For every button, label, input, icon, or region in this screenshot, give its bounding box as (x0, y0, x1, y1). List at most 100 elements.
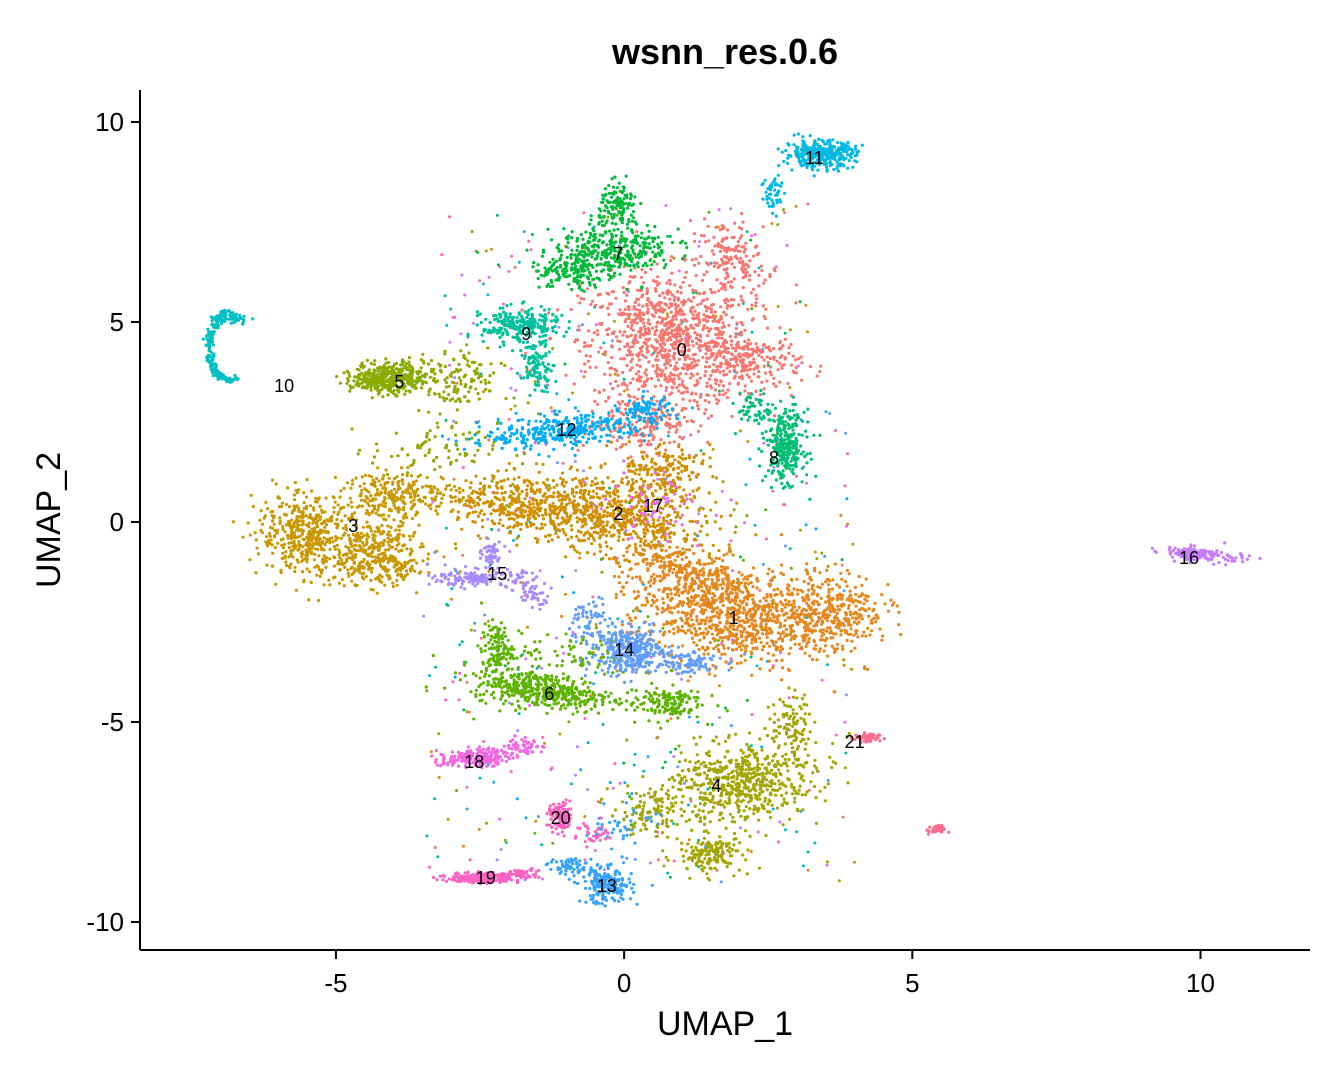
data-point (625, 353, 629, 357)
data-point (719, 514, 723, 519)
data-point (493, 495, 497, 499)
data-point (724, 276, 728, 280)
data-point (838, 585, 842, 589)
data-point (520, 308, 524, 312)
data-point (542, 517, 546, 521)
data-point (669, 588, 673, 592)
data-point (690, 419, 694, 423)
data-point (733, 530, 737, 535)
data-point (818, 433, 822, 437)
data-point (677, 582, 681, 587)
data-point (860, 583, 864, 588)
data-point (751, 627, 755, 631)
data-point (711, 607, 716, 611)
data-point (814, 643, 818, 648)
data-point (643, 587, 647, 592)
data-point (664, 389, 668, 392)
data-point (509, 386, 513, 390)
data-point (657, 588, 661, 592)
data-point (743, 328, 747, 332)
data-point (694, 392, 698, 396)
data-point (833, 562, 837, 566)
data-point (686, 327, 690, 331)
data-point (568, 467, 572, 471)
data-point (660, 328, 665, 332)
data-point (795, 474, 798, 478)
data-point (483, 501, 487, 505)
data-point (627, 435, 631, 439)
data-point (709, 414, 714, 418)
data-point (628, 489, 632, 493)
data-point (712, 345, 716, 349)
data-point (595, 515, 600, 519)
data-point (533, 517, 538, 521)
data-point (724, 260, 728, 264)
data-point (820, 582, 825, 586)
data-point (615, 669, 619, 673)
data-point (846, 606, 851, 610)
data-point (695, 372, 700, 376)
data-point (676, 610, 680, 614)
data-point (813, 841, 817, 845)
data-point (607, 414, 611, 418)
data-point (625, 518, 630, 523)
data-point (474, 474, 478, 478)
data-point (486, 517, 490, 521)
data-point (787, 696, 791, 700)
data-point (678, 516, 683, 520)
data-point (840, 558, 844, 562)
data-point (608, 491, 612, 495)
data-point (652, 426, 656, 430)
data-point (780, 593, 784, 598)
data-point (557, 325, 561, 329)
data-point (771, 653, 776, 657)
data-point (718, 364, 722, 368)
data-point (735, 628, 739, 632)
data-point (783, 337, 787, 341)
data-point (714, 627, 719, 631)
data-point (783, 605, 787, 609)
data-point (749, 291, 753, 295)
data-point (472, 717, 476, 721)
data-point (797, 605, 801, 610)
data-point (659, 542, 662, 546)
data-point (707, 400, 711, 404)
data-point (625, 856, 629, 860)
data-point (844, 524, 848, 528)
data-point (721, 330, 725, 334)
data-point (512, 477, 516, 481)
data-point (671, 461, 675, 465)
data-point (581, 443, 585, 447)
data-point (448, 215, 451, 219)
data-point (444, 526, 448, 530)
data-point (660, 338, 664, 342)
data-point (593, 525, 597, 530)
data-point (707, 210, 711, 214)
data-point (776, 631, 781, 635)
data-point (586, 741, 590, 745)
data-point (555, 392, 559, 396)
data-point (665, 281, 669, 285)
data-point (680, 677, 684, 681)
data-point (686, 591, 690, 595)
data-point (725, 578, 730, 582)
data-point (782, 503, 785, 507)
data-point (687, 573, 691, 577)
data-point (717, 392, 722, 397)
data-point (655, 530, 660, 534)
data-point (823, 613, 827, 617)
data-point (769, 583, 773, 587)
data-point (825, 654, 830, 658)
data-point (714, 332, 718, 337)
data-point (669, 717, 673, 721)
data-point (640, 384, 644, 388)
data-point (655, 340, 659, 344)
data-point (667, 422, 671, 426)
data-point (619, 357, 623, 361)
data-point (322, 583, 326, 587)
data-point (610, 366, 614, 370)
data-point (690, 618, 694, 622)
data-point (697, 838, 701, 842)
data-point (742, 245, 746, 249)
data-point (679, 285, 683, 290)
